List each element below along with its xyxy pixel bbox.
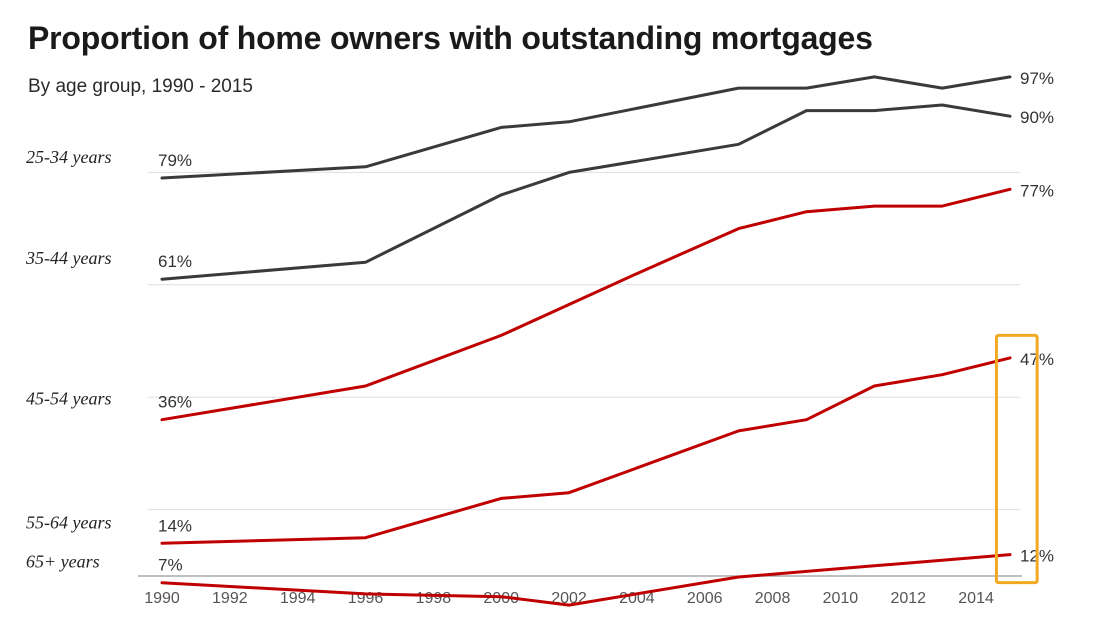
series-name-label: 65+ years	[26, 552, 100, 572]
end-value-label: 97%	[1020, 69, 1054, 88]
series-line	[160, 103, 1012, 281]
series-name-label: 35-44 years	[25, 248, 111, 268]
series-labels: 25-34 years 79% 97% 35-44 years 61% 90% 45-54 …	[25, 69, 1054, 575]
start-value-label: 79%	[158, 151, 192, 170]
series-name-label: 55-64 years	[26, 512, 111, 532]
x-tick-label: 1992	[212, 590, 248, 607]
start-value-label: 36%	[158, 393, 192, 412]
series-name-label: 45-54 years	[26, 389, 111, 409]
start-value-label: 61%	[158, 252, 192, 271]
gridlines	[148, 171, 1020, 511]
x-tick-label: 2014	[958, 590, 994, 607]
series-name-label: 25-34 years	[26, 147, 111, 167]
series-line	[160, 75, 1012, 180]
x-tick-label: 2012	[890, 590, 926, 607]
x-tick-label: 1994	[280, 590, 316, 607]
series-line	[160, 187, 1012, 422]
series-line	[160, 553, 1012, 607]
start-value-label: 7%	[158, 556, 183, 575]
x-tick-label: 2000	[483, 590, 519, 607]
chart-title: Proportion of home owners with outstandi…	[28, 20, 873, 56]
x-tick-label: 1990	[144, 590, 180, 607]
series-line	[160, 356, 1012, 545]
x-tick-label: 2010	[823, 590, 859, 607]
end-value-label: 77%	[1020, 181, 1054, 200]
x-tick-label: 1998	[416, 590, 452, 607]
x-axis: 1990 1992 1994 1996 1998 2000 2002 2004 2006 2008…	[138, 575, 1022, 607]
highlight-rectangle	[994, 333, 1039, 585]
x-tick-label: 2006	[687, 590, 723, 607]
chart-subtitle: By age group, 1990 - 2015	[28, 76, 254, 97]
start-value-label: 14%	[158, 516, 192, 535]
highlight-box	[994, 333, 1039, 585]
series-lines	[160, 75, 1012, 607]
x-tick-label: 2008	[755, 590, 791, 607]
end-value-label: 90%	[1020, 108, 1054, 127]
